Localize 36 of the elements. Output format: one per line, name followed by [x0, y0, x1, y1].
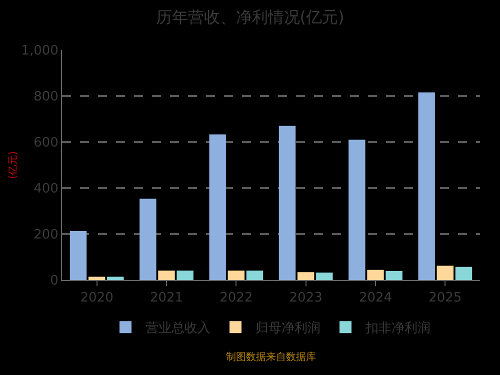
- chart-title: 历年营收、净利情况(亿元): [156, 7, 344, 26]
- y-tick-label: 400: [34, 182, 58, 197]
- bar: [140, 198, 156, 280]
- bar: [158, 270, 175, 280]
- bar: [107, 276, 124, 280]
- bar: [209, 134, 226, 280]
- x-tick-label: 2025: [428, 290, 462, 306]
- bar: [436, 266, 454, 280]
- y-tick-label: 0: [50, 274, 58, 289]
- bar: [367, 270, 384, 280]
- bar: [228, 270, 245, 280]
- text: 制图数据来自数据库: [226, 351, 316, 363]
- y-tick-label: 600: [34, 136, 58, 151]
- bar: [246, 270, 264, 280]
- y-tick-label: 1,000: [21, 44, 58, 59]
- y-tick-label: 200: [34, 228, 58, 243]
- bar: [455, 266, 472, 280]
- x-tick-label: 2021: [150, 290, 184, 306]
- x-tick-label: 2022: [220, 290, 253, 306]
- x-tick-label: 2024: [358, 290, 392, 306]
- y-tick-label: 800: [34, 90, 58, 105]
- x-tick-label: 2020: [80, 290, 114, 306]
- legend-label: 归母净利润: [256, 321, 320, 336]
- legend-label: 扣非净利润: [364, 321, 430, 336]
- bar: [297, 272, 314, 280]
- bar: [176, 270, 194, 280]
- bar: [386, 271, 402, 280]
- bar: [70, 231, 87, 280]
- bar: [316, 272, 333, 280]
- y-axis-title: (亿元): [8, 151, 20, 179]
- legend-label: 营业总收入: [146, 321, 210, 336]
- bar: [88, 276, 106, 280]
- bar: [418, 92, 435, 280]
- x-tick-label: 2023: [289, 290, 322, 306]
- bar: [278, 126, 296, 280]
- bar: [348, 140, 366, 280]
